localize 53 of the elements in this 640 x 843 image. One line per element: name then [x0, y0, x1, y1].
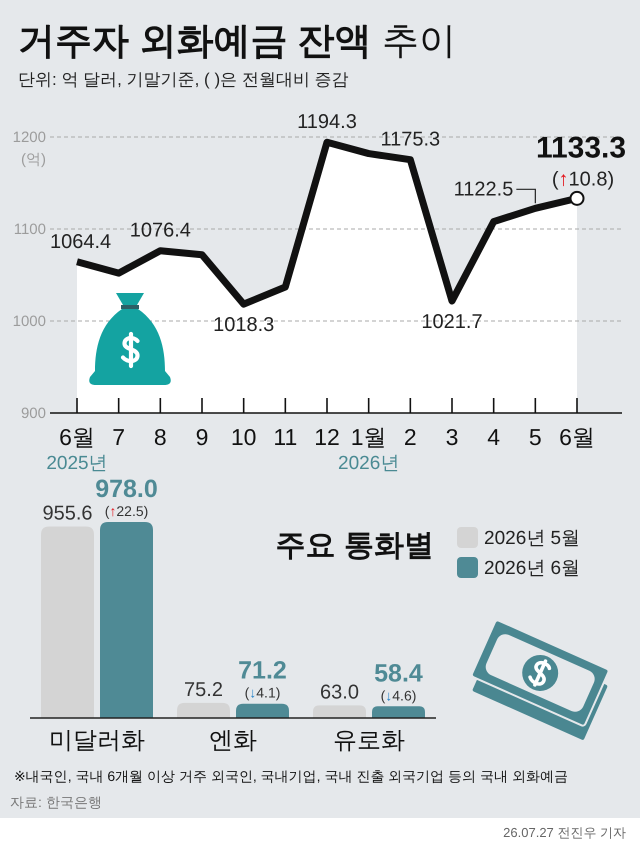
data-label: 63.0	[320, 681, 359, 704]
bar	[313, 705, 366, 718]
bar	[100, 522, 153, 718]
x-tick-label: 유로화	[333, 727, 405, 754]
x-tick-label: 6월 2025년	[46, 424, 108, 474]
x-tick-label: 3	[446, 424, 458, 450]
data-label: 1018.3	[213, 314, 274, 336]
bar	[236, 704, 289, 718]
data-label: 1076.4	[130, 220, 191, 242]
x-tick-label: 8	[154, 424, 167, 450]
bar	[372, 706, 425, 718]
text: 26.07.27 전진우 기자	[503, 825, 626, 840]
data-label: 75.2	[184, 678, 223, 701]
data-label: 1133.3	[536, 131, 626, 164]
y-tick-label: 1100	[14, 221, 46, 238]
data-label: 1064.4	[50, 230, 112, 253]
x-tick-label: 7	[112, 424, 126, 450]
x-tick-label: 10	[230, 424, 256, 450]
data-label: 1021.7	[421, 311, 483, 334]
legend-label: 2026년 6월	[484, 558, 580, 579]
bar	[177, 702, 230, 718]
x-tick-label: 4	[487, 424, 500, 450]
annotation: (↓4.1)	[244, 684, 280, 701]
data-label: 1122.5	[454, 178, 514, 200]
x-tick-label: 엔화	[209, 727, 257, 754]
chart-title: 거주자 외화예금 잔액 추이	[18, 20, 456, 61]
y-tick-label: 1000	[12, 313, 46, 330]
x-tick-label: 1월 2026년	[338, 424, 400, 474]
x-tick-label: 5	[528, 424, 542, 450]
y-tick-label: 1200	[12, 129, 46, 146]
x-tick-label: 미달러화	[49, 727, 145, 754]
text: (↑22.5)	[104, 503, 148, 519]
chart-subtitle: 단위: 억 달러, 기말기준, ( )은 전월대비 증감	[18, 70, 349, 89]
text: 자료: 한국은행	[10, 794, 102, 810]
data-label: 58.4	[374, 659, 423, 688]
data-label: 955.6	[42, 502, 93, 524]
x-tick-label: 12	[314, 424, 340, 450]
annotation: (↑10.8)	[552, 168, 614, 190]
bar	[41, 526, 94, 718]
x-tick-label: 6월	[559, 424, 595, 450]
data-label: 1194.3	[297, 111, 357, 134]
legend-label: 2026년 5월	[484, 528, 580, 549]
data-label: 71.2	[238, 656, 287, 685]
x-tick-label: 9	[196, 424, 208, 450]
data-label: 1175.3	[380, 128, 440, 151]
x-tick-label: 2	[404, 424, 417, 450]
text: ※내국인, 국내 6개월 이상 거주 외국인, 국내기업, 국내 진출 외국기업 등의 국내 외화예금	[14, 768, 568, 784]
y-tick-label: 900	[20, 405, 46, 422]
y-axis-title: (억)	[21, 151, 46, 168]
annotation: (↓4.6)	[380, 687, 416, 704]
data-label: 978.0	[95, 475, 158, 503]
x-tick-label: 11	[273, 424, 298, 450]
chart-title: 주요 통화별	[276, 529, 434, 562]
